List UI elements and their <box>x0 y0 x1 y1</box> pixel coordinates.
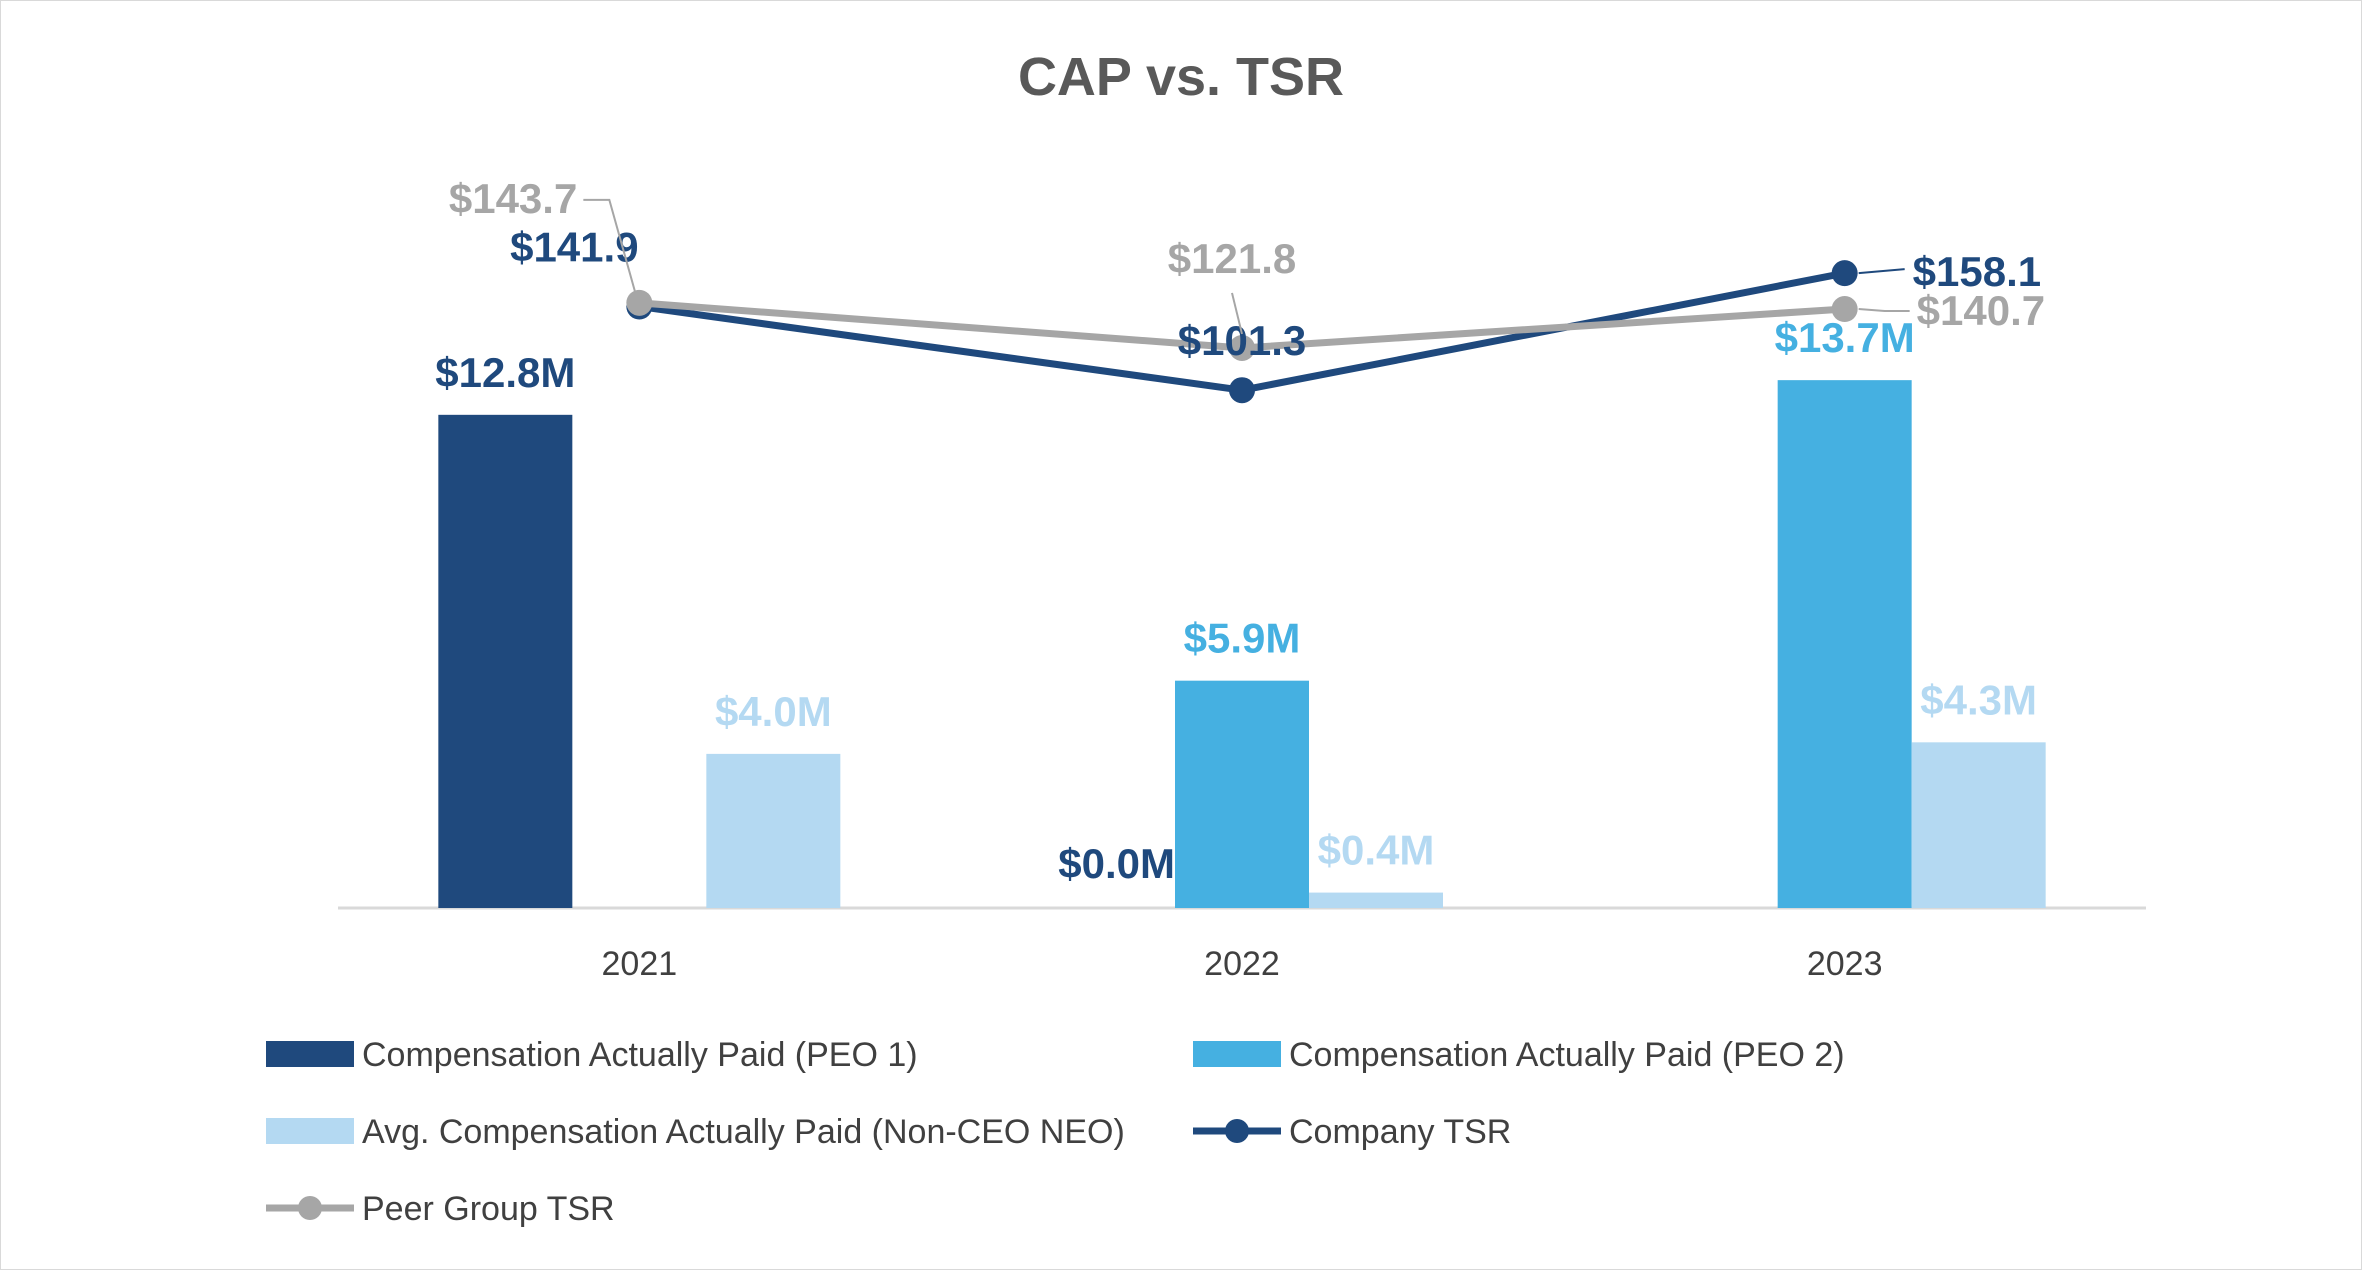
leader-line-peer-group-tsr-2021 <box>583 198 637 294</box>
legend-item-avg-compensation-actually-paid-non-ceo-neo[interactable]: Avg. Compensation Actually Paid (Non-CEO… <box>266 1113 1125 1151</box>
bar-avg-compensation-actually-paid-non-ceo-neo-2023 <box>1911 742 2046 908</box>
bar-avg-compensation-actually-paid-non-ceo-neo-2022 <box>1309 892 1443 908</box>
data-label-company-tsr-2023: $158.1 <box>1913 248 2041 295</box>
legend-swatch-compensation-actually-paid-peo-2 <box>1193 1041 1281 1067</box>
data-label-peer-group-tsr-2023: $140.7 <box>1917 287 2045 334</box>
legend-swatch-avg-compensation-actually-paid-non-ceo-neo <box>266 1118 354 1144</box>
data-label-avg-compensation-actually-paid-non-ceo-neo-2022: $0.4M <box>1318 827 1435 874</box>
legend-item-compensation-actually-paid-peo-1[interactable]: Compensation Actually Paid (PEO 1) <box>266 1036 918 1074</box>
legend-label-peer-group-tsr: Peer Group TSR <box>362 1190 615 1228</box>
legend-item-peer-group-tsr[interactable]: Peer Group TSR <box>266 1190 615 1228</box>
marker-peer-group-tsr-2022 <box>1229 334 1255 361</box>
marker-company-tsr-2023 <box>1831 260 1858 287</box>
leader-line-peer-group-tsr-2022 <box>1231 292 1243 335</box>
bar-compensation-actually-paid-peo-1-2021 <box>438 414 573 908</box>
bar-group <box>438 380 2046 908</box>
legend-swatch-marker-peer-group-tsr <box>298 1196 322 1220</box>
data-label-avg-compensation-actually-paid-non-ceo-neo-2023: $4.3M <box>1920 676 2037 723</box>
data-label-company-tsr-2021: $141.9 <box>510 224 638 271</box>
data-label-company-tsr-2022: $101.3 <box>1178 317 1306 364</box>
leader-line-company-tsr-2023 <box>1858 268 1905 275</box>
bar-avg-compensation-actually-paid-non-ceo-neo-2021 <box>706 753 841 908</box>
data-label-peer-group-tsr-2022: $121.8 <box>1168 235 1296 282</box>
bar-compensation-actually-paid-peo-2-2022 <box>1175 680 1309 908</box>
legend-label-compensation-actually-paid-peo-1: Compensation Actually Paid (PEO 1) <box>362 1036 918 1074</box>
marker-company-tsr-2022 <box>1229 377 1255 404</box>
legend-item-compensation-actually-paid-peo-2[interactable]: Compensation Actually Paid (PEO 2) <box>1193 1036 1845 1074</box>
data-label-compensation-actually-paid-peo-1-2021: $12.8M <box>435 349 575 396</box>
bar-compensation-actually-paid-peo-2-2023 <box>1777 380 1912 908</box>
data-label-peer-group-tsr-2021: $143.7 <box>449 175 577 222</box>
data-label-group: $12.8M $0.0M $5.9M $13.7M $4.0M $0.4M $4.3M $14… <box>435 175 2045 887</box>
marker-peer-group-tsr-2023 <box>1831 296 1858 323</box>
x-tick-label-2023: 2023 <box>1807 945 1883 983</box>
line-group <box>626 260 1858 404</box>
legend-label-company-tsr: Company TSR <box>1289 1113 1511 1151</box>
legend-label-compensation-actually-paid-peo-2: Compensation Actually Paid (PEO 2) <box>1289 1036 1845 1074</box>
marker-peer-group-tsr-2021 <box>626 289 653 316</box>
legend-swatch-compensation-actually-paid-peo-1 <box>266 1041 354 1067</box>
leader-line-peer-group-tsr-2023 <box>1858 308 1910 313</box>
legend-item-company-tsr[interactable]: Company TSR <box>1193 1113 1511 1151</box>
data-label-compensation-actually-paid-peo-2-2023: $13.7M <box>1775 314 1915 361</box>
data-label-avg-compensation-actually-paid-non-ceo-neo-2021: $4.0M <box>715 688 832 735</box>
data-label-compensation-actually-paid-peo-2-2022: $5.9M <box>1184 615 1301 662</box>
x-tick-label-2022: 2022 <box>1204 945 1280 983</box>
legend[interactable]: Compensation Actually Paid (PEO 1) Compen… <box>266 1036 1845 1228</box>
legend-swatch-marker-company-tsr <box>1225 1119 1249 1143</box>
x-tick-group: 2021 2022 2023 <box>602 945 1883 983</box>
legend-label-avg-compensation-actually-paid-non-ceo-neo: Avg. Compensation Actually Paid (Non-CEO… <box>362 1113 1125 1151</box>
x-tick-label-2021: 2021 <box>602 945 678 983</box>
data-label-compensation-actually-paid-peo-1-2022: $0.0M <box>1058 840 1175 887</box>
chart-title: CAP vs. TSR <box>1018 47 1344 107</box>
